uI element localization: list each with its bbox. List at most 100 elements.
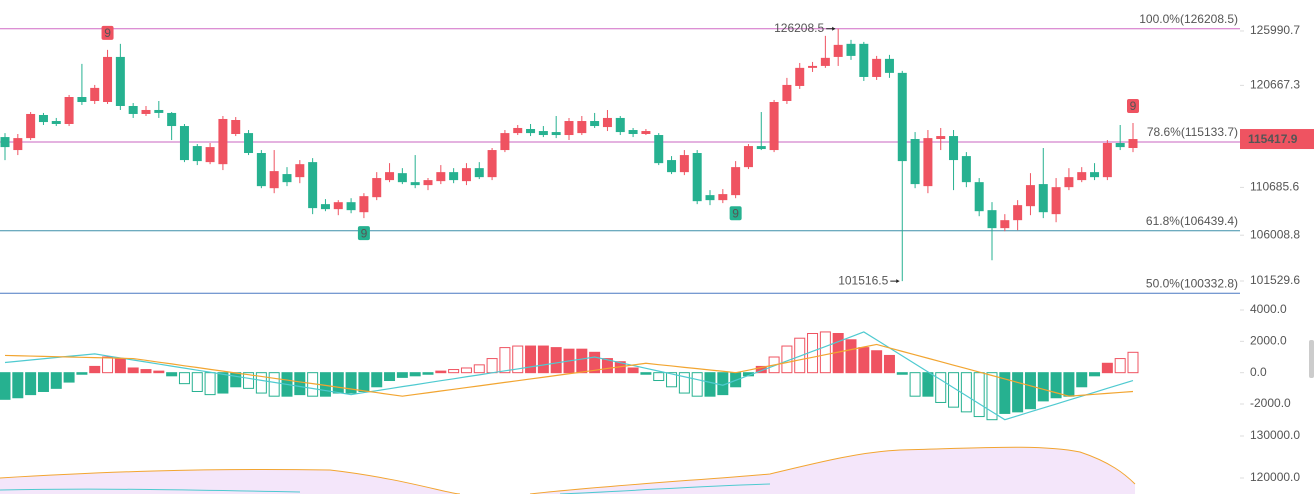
macd-bar <box>819 331 831 374</box>
candle-body <box>192 146 202 162</box>
macd-bar <box>89 365 101 374</box>
macd-bar <box>473 364 485 374</box>
candle-body <box>897 72 907 162</box>
macd-bar <box>973 372 985 418</box>
candle-body <box>872 58 882 77</box>
candle-body <box>359 196 369 213</box>
macd-bar <box>435 370 447 374</box>
macd-bar <box>948 372 960 408</box>
macd-bar <box>384 372 396 382</box>
macd-bar <box>12 372 24 399</box>
macd-bar <box>922 372 934 397</box>
candle-body <box>987 210 997 229</box>
macd-bar <box>230 372 242 388</box>
candle-body <box>385 172 395 181</box>
macd-bar <box>76 372 88 375</box>
candle-body <box>949 136 959 161</box>
macd-bar <box>0 372 11 400</box>
macd-bar <box>114 358 126 374</box>
candle-body <box>128 105 138 114</box>
scroll-tab[interactable] <box>1309 340 1314 378</box>
macd-bar <box>358 372 370 392</box>
fib-label: 61.8%(106439.4) <box>1146 214 1238 228</box>
macd-line <box>4 343 1134 397</box>
td-mark <box>729 206 742 221</box>
macd-bar <box>858 347 870 374</box>
y-tick-label: 130000.0 <box>1250 428 1300 442</box>
td-mark-label: 9 <box>732 206 739 220</box>
y-tick-label: 110685.6 <box>1250 180 1299 194</box>
macd-bar <box>512 345 524 374</box>
macd-bar <box>755 365 767 374</box>
candle-body <box>1025 185 1035 207</box>
macd-bar <box>1089 372 1101 377</box>
low-label: 101516.5 <box>838 273 888 287</box>
candle-body <box>859 43 869 77</box>
candle-body <box>756 146 766 150</box>
candle-body <box>256 153 266 187</box>
macd-bar <box>794 337 806 374</box>
candle-body <box>295 164 305 178</box>
macd-bar <box>601 358 613 374</box>
y-tick-label: 101529.6 <box>1250 273 1300 287</box>
macd-bar <box>1037 372 1049 402</box>
y-tick-label: 120000.0 <box>1250 470 1300 484</box>
candle-body <box>577 121 587 134</box>
candle-body <box>26 113 36 139</box>
candle-body <box>500 133 510 151</box>
candle-body <box>449 172 459 181</box>
macd-bar <box>935 372 947 403</box>
macd-bar <box>1076 372 1088 388</box>
candle-body <box>346 202 356 211</box>
band-area <box>0 447 1135 494</box>
candle-body <box>1038 184 1048 213</box>
y-tick-label: 125990.7 <box>1250 23 1300 37</box>
candle-body <box>320 204 330 210</box>
macd-bar <box>396 372 408 378</box>
macd-bar <box>50 372 62 389</box>
candle-body <box>692 153 702 202</box>
candle-body <box>1090 172 1100 178</box>
macd-bar <box>653 372 665 382</box>
macd-bar <box>1101 362 1113 374</box>
macd-bar <box>1012 372 1024 413</box>
macd-bar <box>845 339 857 374</box>
candle-body <box>910 139 920 185</box>
macd-bar <box>102 356 114 374</box>
macd-bar <box>204 372 216 396</box>
candle-body <box>808 65 818 68</box>
candle-body <box>423 180 433 186</box>
macd-bar <box>345 372 357 394</box>
candle-body <box>397 173 407 183</box>
candle-body <box>13 138 23 151</box>
candle-body <box>90 87 100 101</box>
y-tick-label: 120667.3 <box>1250 78 1300 92</box>
candle-body <box>590 121 600 127</box>
fib-label: 50.0%(100332.8) <box>1146 276 1238 290</box>
macd-bar <box>371 372 383 388</box>
td-mark-label: 9 <box>361 226 368 240</box>
candle-body <box>602 117 612 128</box>
candle-body <box>718 194 728 201</box>
macd-bar <box>332 372 344 394</box>
macd-bar <box>704 372 716 397</box>
candle-body <box>141 109 151 114</box>
macd-bar <box>1063 372 1075 397</box>
macd-bar <box>1024 372 1036 410</box>
macd-bar <box>576 348 588 374</box>
y-tick-label: 0.0 <box>1250 365 1267 379</box>
candle-body <box>795 67 805 86</box>
candle-body <box>1128 139 1138 149</box>
candle-body <box>51 121 61 124</box>
macd-bar <box>460 367 472 374</box>
macd-bar <box>871 350 883 374</box>
candle-body <box>769 102 779 151</box>
macd-bar <box>486 358 498 374</box>
macd-bar <box>999 372 1011 414</box>
candle-body <box>551 132 561 136</box>
candle-body <box>1051 187 1061 215</box>
td-mark <box>357 226 370 241</box>
candle-body <box>1013 205 1023 221</box>
candle-body <box>244 133 254 154</box>
low-arrowhead <box>896 279 900 284</box>
